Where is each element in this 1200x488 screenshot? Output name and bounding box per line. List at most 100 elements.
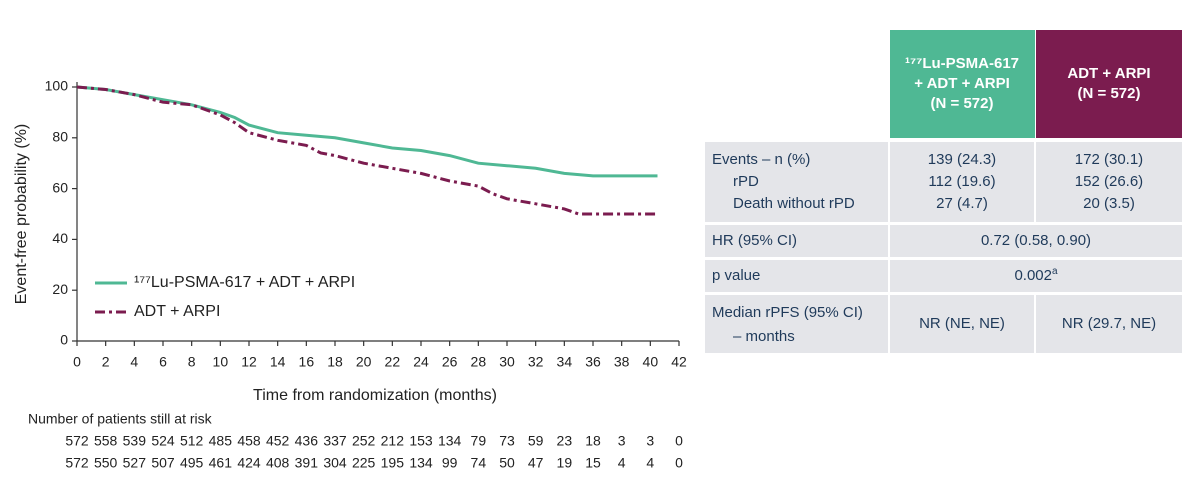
row-label: Death without rPD <box>733 195 855 212</box>
x-tick-label: 42 <box>671 354 687 370</box>
x-tick-label: 16 <box>299 354 315 370</box>
risk-count: 524 <box>151 433 175 449</box>
x-tick-label: 20 <box>356 354 372 370</box>
row-label: HR (95% CI) <box>712 232 797 249</box>
km-curve <box>76 85 658 178</box>
risk-count: 550 <box>94 455 118 471</box>
x-tick-label: 28 <box>471 354 487 370</box>
x-tick-label: 2 <box>102 354 110 370</box>
risk-count: 0 <box>675 455 683 471</box>
risk-count: 461 <box>209 455 233 471</box>
risk-count: 304 <box>323 455 347 471</box>
risk-count: 153 <box>409 433 433 449</box>
cell: NR (NE, NE) <box>919 315 1005 332</box>
x-tick-label: 22 <box>385 354 401 370</box>
legend-label: ¹⁷⁷Lu-PSMA-617 + ADT + ARPI <box>134 274 355 291</box>
y-axis-label: Event-free probability (%) <box>13 124 30 305</box>
risk-count: 3 <box>618 433 626 449</box>
km-curve <box>76 85 658 216</box>
y-tick-label: 40 <box>52 230 68 246</box>
y-tick-label: 60 <box>52 179 68 195</box>
row-label: p value <box>712 267 760 284</box>
row-bg <box>705 142 1182 222</box>
x-tick-label: 4 <box>130 354 138 370</box>
row-bg <box>705 295 1182 353</box>
header-text: ADT + ARPI <box>1067 65 1150 82</box>
legend-label: ADT + ARPI <box>134 303 220 320</box>
cell: 0.72 (0.58, 0.90) <box>981 232 1091 249</box>
x-tick-label: 8 <box>188 354 196 370</box>
risk-count: 337 <box>323 433 347 449</box>
p-value: 0.002 <box>1014 267 1052 284</box>
x-tick-label: 6 <box>159 354 167 370</box>
cell: 27 (4.7) <box>936 195 988 212</box>
row-label: – months <box>733 328 795 345</box>
row-label: Events – n (%) <box>712 151 810 168</box>
cell: 20 (3.5) <box>1083 195 1135 212</box>
cell: 139 (24.3) <box>928 151 996 168</box>
row-bg <box>705 260 1182 292</box>
risk-count: 458 <box>237 433 261 449</box>
risk-count: 558 <box>94 433 118 449</box>
risk-count: 424 <box>237 455 261 471</box>
header-text: (N = 572) <box>1078 85 1141 102</box>
x-tick-label: 24 <box>413 354 429 370</box>
risk-count: 225 <box>352 455 376 471</box>
x-tick-label: 32 <box>528 354 544 370</box>
risk-count: 18 <box>585 433 601 449</box>
x-tick-label: 30 <box>499 354 515 370</box>
risk-count: 73 <box>499 433 515 449</box>
x-tick-label: 26 <box>442 354 458 370</box>
risk-count: 47 <box>528 455 544 471</box>
risk-count: 408 <box>266 455 290 471</box>
x-tick-label: 18 <box>327 354 343 370</box>
y-tick-label: 20 <box>52 281 68 297</box>
risk-count: 252 <box>352 433 376 449</box>
risk-count: 495 <box>180 455 204 471</box>
risk-count: 212 <box>381 433 405 449</box>
cell: 172 (30.1) <box>1075 151 1143 168</box>
x-tick-label: 10 <box>213 354 229 370</box>
cell: 0.002a <box>1014 266 1058 284</box>
header-text: + ADT + ARPI <box>914 75 1010 92</box>
cell: NR (29.7, NE) <box>1062 315 1156 332</box>
row-label: Median rPFS (95% CI) <box>712 304 863 321</box>
row-bg <box>705 225 1182 257</box>
risk-count: 452 <box>266 433 290 449</box>
header-cell <box>890 30 1035 138</box>
x-tick-label: 34 <box>557 354 573 370</box>
risk-count: 15 <box>585 455 601 471</box>
risk-count: 4 <box>618 455 626 471</box>
x-axis-label: Time from randomization (months) <box>253 387 497 404</box>
x-tick-label: 14 <box>270 354 286 370</box>
risk-count: 50 <box>499 455 515 471</box>
x-tick-label: 0 <box>73 354 81 370</box>
risk-count: 4 <box>646 455 654 471</box>
risk-count: 0 <box>675 433 683 449</box>
y-tick-label: 0 <box>60 332 68 348</box>
risk-count: 79 <box>471 433 487 449</box>
header-text: ¹⁷⁷Lu-PSMA-617 <box>905 55 1019 72</box>
risk-count: 539 <box>123 433 147 449</box>
risk-count: 572 <box>65 455 89 471</box>
risk-count: 23 <box>557 433 573 449</box>
risk-count: 527 <box>123 455 147 471</box>
risk-count: 572 <box>65 433 89 449</box>
y-tick-label: 80 <box>52 129 68 145</box>
row-label: rPD <box>733 173 759 190</box>
cell: 112 (19.6) <box>928 173 995 190</box>
risk-count: 512 <box>180 433 204 449</box>
x-tick-label: 38 <box>614 354 630 370</box>
x-tick-label: 40 <box>643 354 659 370</box>
x-tick-label: 12 <box>241 354 257 370</box>
risk-count: 134 <box>409 455 433 471</box>
risk-count: 391 <box>295 455 319 471</box>
risk-title: Number of patients still at risk <box>28 411 213 427</box>
footnote-mark: a <box>1052 266 1058 277</box>
risk-count: 59 <box>528 433 544 449</box>
risk-count: 195 <box>381 455 405 471</box>
risk-count: 99 <box>442 455 458 471</box>
header-cell <box>1036 30 1182 138</box>
risk-count: 436 <box>295 433 319 449</box>
